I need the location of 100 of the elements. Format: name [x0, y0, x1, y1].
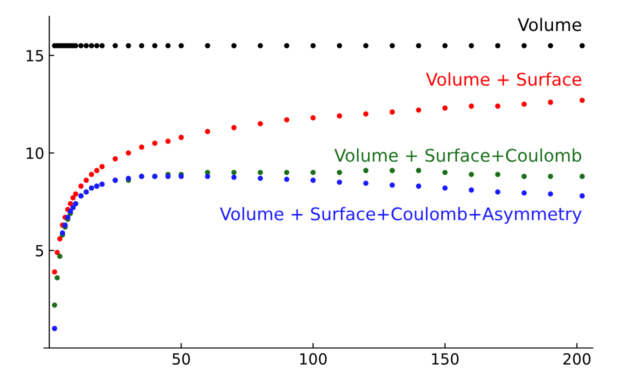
series-label: Volume + Surface: [426, 72, 582, 86]
point: [495, 43, 500, 48]
point: [468, 172, 474, 178]
point: [336, 180, 342, 185]
y-tick-label: 5: [36, 245, 44, 256]
point: [99, 164, 105, 170]
point: [54, 250, 60, 256]
point: [231, 125, 237, 130]
point: [231, 174, 237, 180]
point: [258, 170, 263, 176]
point: [284, 170, 290, 176]
point: [416, 168, 422, 174]
point: [204, 128, 210, 134]
point: [231, 43, 237, 48]
point: [363, 43, 368, 48]
x-tick-label: 200: [563, 353, 590, 365]
point: [84, 178, 89, 183]
point: [73, 191, 78, 197]
point: [284, 176, 290, 182]
point: [363, 180, 368, 186]
point: [99, 43, 105, 48]
point: [522, 102, 527, 107]
y-tick-label: 10: [26, 147, 44, 159]
point: [68, 201, 73, 206]
point: [231, 170, 237, 176]
point: [165, 43, 171, 48]
point: [442, 106, 448, 111]
point: [310, 115, 316, 120]
point: [88, 172, 94, 178]
point: [580, 174, 585, 179]
point: [112, 156, 118, 162]
point: [522, 43, 527, 48]
point: [126, 43, 132, 48]
point: [204, 43, 210, 48]
point: [94, 43, 100, 48]
point: [204, 174, 210, 179]
x-tick-label: 50: [172, 353, 190, 365]
point: [94, 168, 100, 174]
point: [78, 43, 84, 48]
series-label: Volume: [518, 18, 582, 32]
point: [126, 150, 132, 156]
point: [52, 302, 58, 308]
point: [442, 43, 448, 48]
point: [284, 117, 290, 122]
point: [363, 111, 368, 117]
point: [284, 43, 290, 48]
x-tick-label: 100: [300, 353, 327, 365]
point: [57, 236, 62, 242]
point: [416, 107, 422, 113]
point: [468, 187, 474, 193]
x-tick-label: 150: [432, 353, 459, 365]
point: [54, 275, 60, 280]
point: [165, 138, 171, 144]
point: [390, 109, 395, 115]
point: [178, 43, 184, 48]
point: [548, 191, 554, 197]
point: [522, 174, 527, 179]
point: [336, 43, 342, 48]
point: [258, 43, 263, 48]
point: [416, 43, 422, 48]
point: [78, 184, 84, 189]
point: [152, 140, 158, 146]
point: [310, 170, 316, 176]
point: [468, 43, 474, 48]
point: [390, 168, 395, 174]
point: [495, 104, 500, 109]
point: [548, 100, 554, 105]
point: [258, 176, 263, 181]
series-label: Volume + Surface+Coulomb+Asymmetry: [220, 206, 582, 224]
point: [139, 43, 144, 48]
point: [416, 184, 422, 189]
point: [522, 190, 527, 196]
point: [580, 98, 585, 103]
point: [52, 269, 58, 275]
point: [336, 170, 342, 176]
point: [178, 134, 184, 140]
y-tick-label: 15: [26, 50, 44, 62]
point: [390, 43, 395, 48]
point: [57, 254, 62, 259]
point: [70, 195, 76, 200]
point: [548, 174, 554, 179]
point: [580, 43, 585, 48]
point: [390, 182, 395, 188]
point: [363, 168, 368, 174]
point: [112, 43, 118, 48]
point: [310, 178, 316, 183]
point: [52, 326, 58, 332]
point: [442, 170, 448, 176]
point: [258, 121, 263, 126]
point: [152, 43, 158, 48]
point: [495, 172, 500, 178]
point: [442, 185, 448, 191]
series-label: Volume + Surface+Coulomb: [334, 148, 582, 162]
point: [336, 113, 342, 118]
point: [495, 189, 500, 195]
point: [468, 104, 474, 109]
point: [580, 193, 585, 198]
point: [310, 43, 316, 48]
point: [139, 144, 144, 150]
point: [548, 43, 554, 48]
